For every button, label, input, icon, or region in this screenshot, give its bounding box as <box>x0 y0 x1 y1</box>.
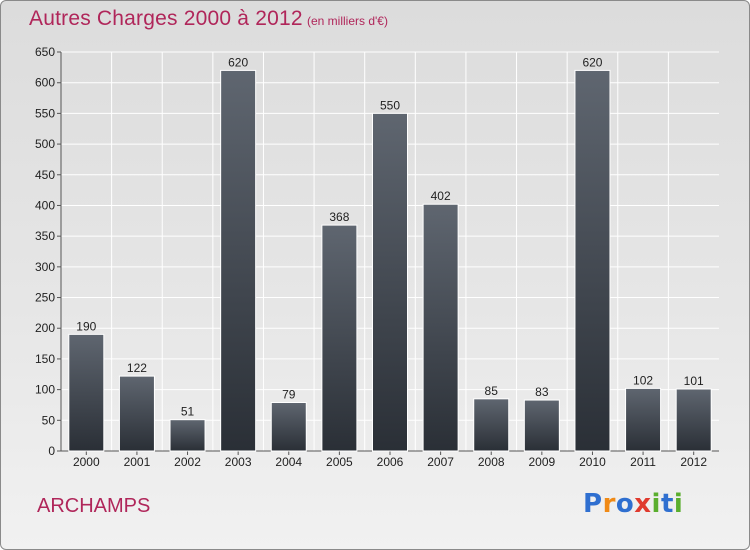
y-tick-label: 600 <box>35 76 55 90</box>
data-label: 368 <box>329 210 349 224</box>
x-tick-label: 2012 <box>680 455 707 469</box>
data-label: 402 <box>431 189 451 203</box>
bar <box>220 69 257 452</box>
data-label: 79 <box>282 388 296 402</box>
y-tick-label: 200 <box>35 321 55 335</box>
y-tick-label: 500 <box>35 137 55 151</box>
x-tick-label: 2005 <box>326 455 353 469</box>
chart-unit: (en milliers d'€) <box>307 14 388 28</box>
data-label: 83 <box>535 385 549 399</box>
labels: 190 122 51 620 79 368 550 402 85 83 620 102 101 <box>76 55 704 418</box>
data-label: 190 <box>76 319 96 333</box>
bar <box>523 399 560 452</box>
x-tick-label: 2011 <box>630 455 656 469</box>
logo-letter: t <box>660 489 674 519</box>
axes: 0 50 100 150 200 250 300 350 400 450 500 550 600 650 2… <box>35 45 719 469</box>
bars <box>68 69 712 452</box>
bar <box>68 333 105 452</box>
bar <box>422 203 459 452</box>
chart-title: Autres Charges 2000 à 2012 <box>29 7 303 30</box>
data-label: 550 <box>380 98 400 112</box>
data-label: 620 <box>228 55 248 69</box>
x-tick-label: 2004 <box>275 455 302 469</box>
y-tick-label: 550 <box>35 106 55 120</box>
bar <box>675 388 712 452</box>
bar <box>169 419 206 452</box>
logo-letter: o <box>615 489 635 519</box>
x-tick-label: 2000 <box>73 455 100 469</box>
y-tick-label: 400 <box>35 198 55 212</box>
bar <box>321 224 358 452</box>
place-name: ARCHAMPS <box>37 495 151 517</box>
bar <box>372 112 408 452</box>
logo-letter: P <box>583 489 603 519</box>
logo-letter: x <box>634 489 652 519</box>
data-label: 85 <box>485 384 499 398</box>
bar <box>118 375 155 452</box>
logo-letter: i <box>673 489 684 519</box>
data-label: 101 <box>684 374 704 388</box>
proxiti-logo: Proxiti <box>583 489 683 519</box>
y-tick-label: 450 <box>35 168 55 182</box>
x-tick-label: 2007 <box>427 455 454 469</box>
data-label: 51 <box>181 405 195 419</box>
bar <box>473 398 510 452</box>
bar <box>625 387 662 452</box>
x-tick-label: 2003 <box>225 455 252 469</box>
bar <box>270 402 307 452</box>
y-tick-label: 100 <box>35 383 55 397</box>
y-tick-label: 50 <box>42 413 56 427</box>
y-tick-label: 350 <box>35 229 55 243</box>
data-label: 102 <box>633 373 653 387</box>
y-tick-label: 0 <box>48 444 55 458</box>
logo-letter: i <box>651 489 661 519</box>
x-tick-label: 2006 <box>377 455 404 469</box>
y-tick-label: 250 <box>35 291 55 305</box>
x-tick-label: 2010 <box>579 455 606 469</box>
y-tick-label: 300 <box>35 260 55 274</box>
x-tick-label: 2009 <box>528 455 555 469</box>
x-tick-label: 2001 <box>124 455 151 469</box>
data-label: 122 <box>127 361 147 375</box>
bar <box>574 69 611 452</box>
x-tick-label: 2002 <box>174 455 201 469</box>
y-tick-label: 150 <box>35 352 55 366</box>
data-label: 620 <box>582 55 602 69</box>
logo-letter: r <box>602 489 616 519</box>
x-tick-label: 2008 <box>478 455 505 469</box>
y-tick-label: 650 <box>35 45 55 59</box>
